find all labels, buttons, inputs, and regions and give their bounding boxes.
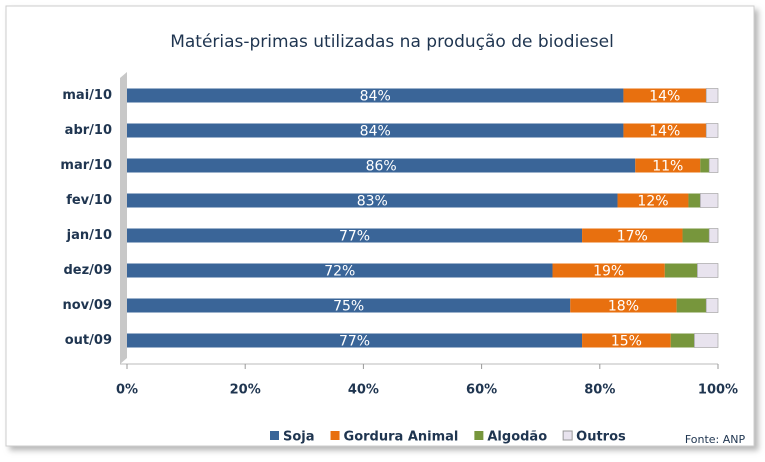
- legend-swatch: [270, 431, 279, 440]
- x-tick-label: 80%: [584, 383, 615, 398]
- annotation: Fonte: ANP: [685, 433, 746, 446]
- bar-segment: [127, 158, 636, 173]
- data-label: 11%: [652, 159, 683, 175]
- bar-segment: [127, 263, 553, 278]
- bar-segment: [705, 88, 719, 103]
- axis-wall: [120, 72, 127, 364]
- data-label: 15%: [611, 334, 642, 350]
- bar-segment: [697, 263, 719, 278]
- legend-label: Gordura Animal: [344, 430, 459, 445]
- y-tick-label: mai/10: [62, 88, 112, 103]
- data-label: 12%: [637, 194, 668, 210]
- bar-segment: [127, 298, 571, 313]
- data-label: 19%: [593, 264, 624, 280]
- bar-segment: [705, 298, 719, 313]
- legend-swatch: [562, 430, 573, 441]
- data-label: 84%: [360, 89, 391, 105]
- data-label: 72%: [324, 264, 355, 280]
- bar-segment: [635, 158, 701, 173]
- bar-segment: [688, 193, 701, 208]
- y-tick-label: jan/10: [66, 228, 112, 243]
- bar-segment: [623, 123, 707, 138]
- bar-segment: [552, 263, 665, 278]
- y-tick-label: abr/10: [65, 123, 112, 138]
- bar-segment: [676, 298, 707, 313]
- bar-segment: [694, 333, 719, 348]
- frame: [5, 5, 755, 447]
- y-tick-label: out/09: [65, 333, 112, 348]
- bar-segment: [617, 193, 689, 208]
- x-tick-label: 40%: [348, 383, 379, 398]
- x-tick-label: 100%: [698, 383, 738, 398]
- bar-segment: [127, 193, 618, 208]
- data-label: 75%: [333, 299, 364, 315]
- x-tick-label: 20%: [230, 383, 261, 398]
- legend-label: Outros: [576, 430, 626, 445]
- bar-segment: [700, 158, 710, 173]
- bar-segment: [664, 263, 698, 278]
- bar-segment: [127, 123, 624, 138]
- bar-segment: [708, 228, 719, 243]
- data-label: 83%: [357, 194, 388, 210]
- y-tick-label: dez/09: [63, 263, 112, 278]
- bar-segment: [582, 228, 683, 243]
- data-label: 14%: [649, 124, 680, 140]
- bar-segment: [570, 298, 677, 313]
- legend-label: Soja: [283, 430, 315, 445]
- data-label: 14%: [649, 89, 680, 105]
- data-label: 18%: [608, 299, 639, 315]
- bar-segment: [127, 228, 583, 243]
- data-label: 77%: [339, 334, 370, 350]
- bar-segment: [708, 158, 719, 173]
- bar-segment: [705, 123, 719, 138]
- bar-segment: [623, 88, 707, 103]
- bar-segment: [699, 193, 719, 208]
- chart-title: Matérias-primas utilizadas na produção d…: [170, 32, 614, 52]
- legend-label: Algodão: [487, 430, 547, 445]
- bar-segment: [682, 228, 710, 243]
- bar-segment: [670, 333, 695, 348]
- bar-segment: [582, 333, 671, 348]
- legend-swatch: [474, 431, 484, 440]
- y-tick-label: mar/10: [60, 158, 112, 173]
- y-tick-label: nov/09: [63, 298, 113, 313]
- data-label: 77%: [339, 229, 370, 245]
- legend-swatch: [330, 431, 340, 440]
- data-label: 17%: [617, 229, 648, 245]
- bar-segment: [127, 333, 583, 348]
- x-tick-label: 60%: [466, 383, 497, 398]
- data-label: 84%: [360, 124, 391, 140]
- bar-segment: [127, 88, 624, 103]
- x-tick-label: 0%: [116, 383, 138, 398]
- data-label: 86%: [366, 159, 397, 175]
- y-tick-label: fev/10: [66, 193, 112, 208]
